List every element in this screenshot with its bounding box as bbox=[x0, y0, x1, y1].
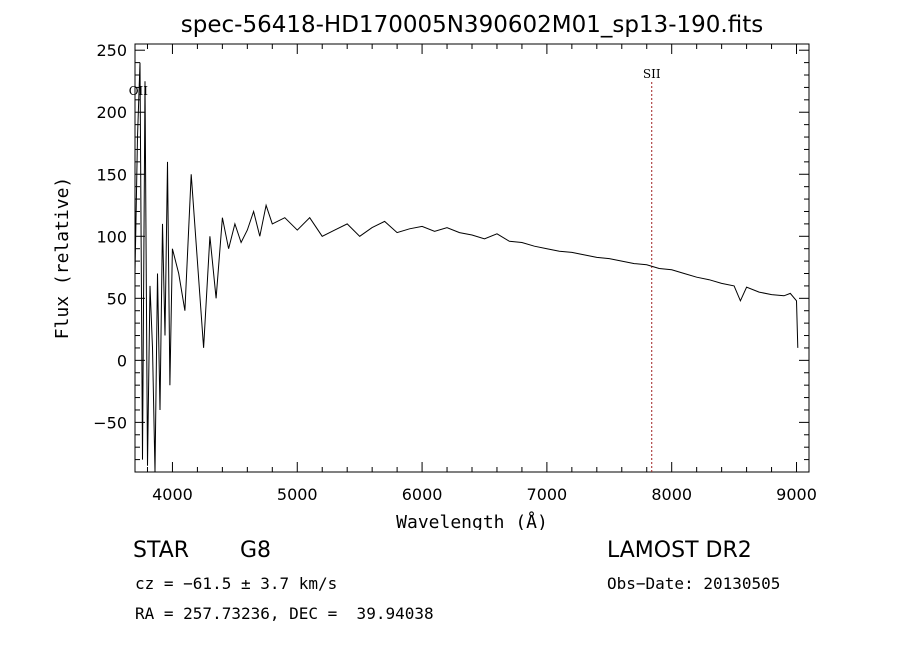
survey-name: LAMOST DR2 bbox=[607, 538, 752, 563]
x-tick-label: 6000 bbox=[402, 485, 443, 504]
y-axis: −50 0 50 100 150 200 250 bbox=[93, 41, 809, 461]
x-tick-label: 9000 bbox=[776, 485, 817, 504]
y-tick-label: 200 bbox=[96, 103, 127, 122]
object-type: STAR bbox=[133, 538, 190, 563]
y-tick-label: 0 bbox=[117, 351, 127, 370]
plot-frame bbox=[134, 43, 810, 473]
spectral-subclass: G8 bbox=[240, 538, 272, 563]
y-axis-label: Flux (relative) bbox=[52, 177, 73, 340]
x-tick-label: 7000 bbox=[527, 485, 568, 504]
chart-title: spec-56418-HD170005N390602M01_sp13-190.f… bbox=[181, 12, 763, 38]
x-tick-label: 5000 bbox=[277, 485, 318, 504]
line-annotations: OII SII bbox=[129, 67, 661, 472]
emission-line-label: SII bbox=[643, 67, 661, 81]
redshift-value: cz = −61.5 ± 3.7 km/s bbox=[135, 574, 338, 593]
y-tick-label: 50 bbox=[107, 289, 127, 308]
y-tick-label: −50 bbox=[93, 413, 127, 432]
spectrum-chart: spec-56418-HD170005N390602M01_sp13-190.f… bbox=[52, 12, 817, 530]
y-tick-label: 150 bbox=[96, 165, 127, 184]
emission-line-label: OII bbox=[129, 84, 149, 98]
observation-date: Obs−Date: 20130505 bbox=[607, 574, 781, 593]
coordinates: RA = 257.73236, DEC = 39.94038 bbox=[135, 604, 434, 623]
x-axis: 4000 5000 6000 7000 8000 9000 bbox=[146, 44, 817, 504]
x-tick-label: 8000 bbox=[651, 485, 692, 504]
y-tick-label: 250 bbox=[96, 41, 127, 60]
spectrum-line bbox=[134, 62, 799, 473]
x-tick-label: 4000 bbox=[152, 485, 193, 504]
y-tick-label: 100 bbox=[96, 227, 127, 246]
x-axis-label: Wavelength (Å) bbox=[396, 511, 548, 530]
